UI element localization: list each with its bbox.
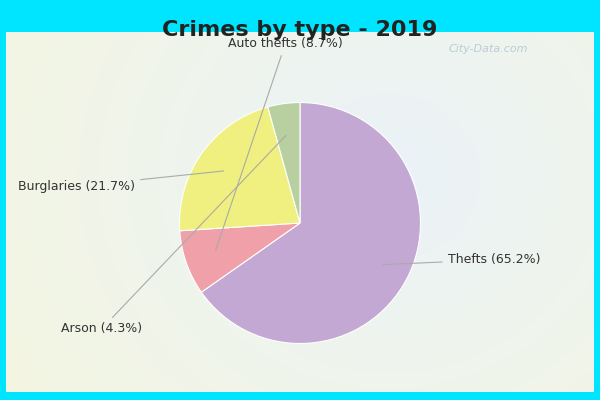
- Text: Arson (4.3%): Arson (4.3%): [61, 136, 286, 335]
- Text: City-Data.com: City-Data.com: [448, 44, 528, 54]
- Wedge shape: [179, 107, 300, 231]
- Wedge shape: [202, 102, 421, 344]
- Text: Crimes by type - 2019: Crimes by type - 2019: [163, 20, 437, 40]
- Text: Auto thefts (8.7%): Auto thefts (8.7%): [215, 37, 343, 250]
- Wedge shape: [268, 102, 300, 223]
- Text: Burglaries (21.7%): Burglaries (21.7%): [18, 171, 224, 193]
- Wedge shape: [180, 223, 300, 292]
- Text: Thefts (65.2%): Thefts (65.2%): [383, 253, 540, 266]
